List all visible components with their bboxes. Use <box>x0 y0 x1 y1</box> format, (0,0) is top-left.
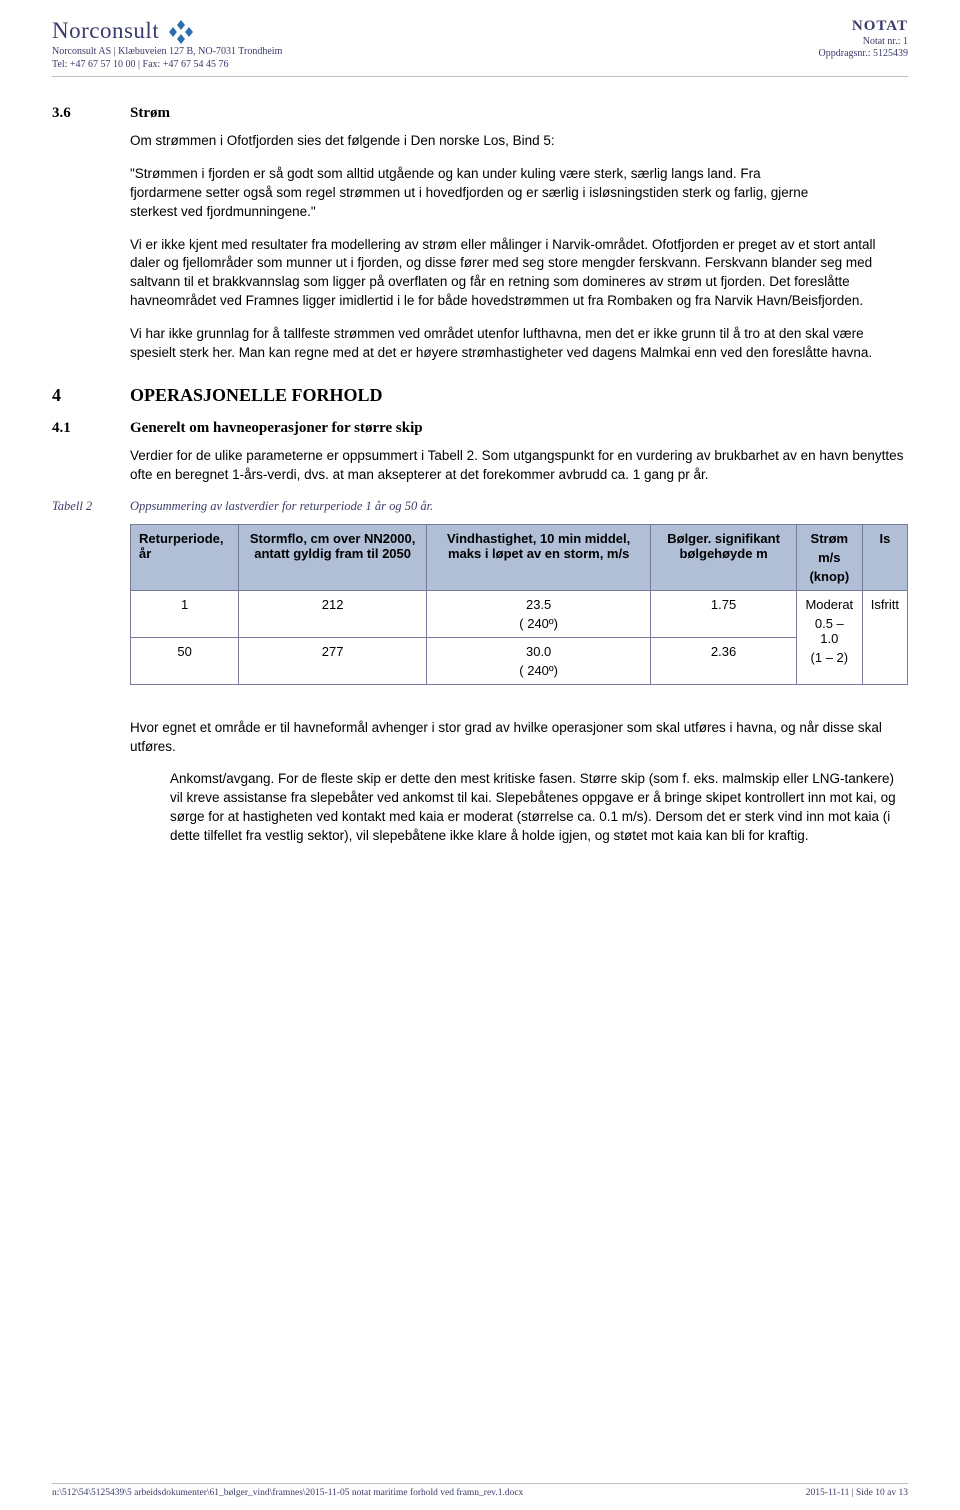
paragraph: Om strømmen i Ofotfjorden sies det følge… <box>130 132 908 151</box>
cell: Moderat 0.5 – 1.0 (1 – 2) <box>796 590 862 684</box>
company-address: Norconsult AS | Klæbuveien 127 B, NO-703… <box>52 46 282 57</box>
logo-icon <box>165 18 197 44</box>
cell-sub: ( 240º) <box>435 616 642 631</box>
table-caption: Tabell 2 Oppsummering av lastverdier for… <box>52 499 908 514</box>
paragraph: Vi har ikke grunnlag for å tallfeste str… <box>130 325 908 363</box>
notat-title: NOTAT <box>819 18 908 35</box>
cell-value: Moderat <box>805 597 853 612</box>
cell: 50 <box>131 637 239 684</box>
logo-row: Norconsult <box>52 18 282 44</box>
cell: 2.36 <box>651 637 797 684</box>
cell-sub: 0.5 – 1.0 <box>805 616 854 646</box>
section-title: Strøm <box>130 105 170 122</box>
col-header: Bølger. signifikant bølgehøyde m <box>651 524 797 590</box>
table-label: Tabell 2 <box>52 499 130 514</box>
table-caption-text: Oppsummering av lastverdier for returper… <box>130 499 433 514</box>
col-header: Stormflo, cm over NN2000, antatt gyldig … <box>239 524 427 590</box>
cell-sub: (1 – 2) <box>805 650 854 665</box>
section-number: 4.1 <box>52 420 130 437</box>
col-header: Is <box>862 524 907 590</box>
cell: 212 <box>239 590 427 637</box>
company-tel: Tel: +47 67 57 10 00 | Fax: +47 67 54 45… <box>52 59 282 70</box>
footer-path: n:\512\54\5125439\5 arbeidsdokumenter\61… <box>52 1488 523 1498</box>
col-header-sub: (knop) <box>805 569 854 584</box>
col-header-main: Strøm <box>811 531 849 546</box>
document-footer: n:\512\54\5125439\5 arbeidsdokumenter\61… <box>52 1483 908 1498</box>
table-row: 50 277 30.0 ( 240º) 2.36 <box>131 637 908 684</box>
cell: Isfritt <box>862 590 907 684</box>
cell: 1.75 <box>651 590 797 637</box>
table-header-row: Returperiode, år Stormflo, cm over NN200… <box>131 524 908 590</box>
section-title: Generelt om havneoperasjoner for større … <box>130 420 423 437</box>
col-header-sub: m/s <box>805 550 854 565</box>
col-header: Returperiode, år <box>131 524 239 590</box>
cell-value: 30.0 <box>526 644 551 659</box>
paragraph: Hvor egnet et område er til havneformål … <box>130 719 908 757</box>
section-number: 3.6 <box>52 105 130 122</box>
paragraph: Verdier for de ulike parameterne er opps… <box>130 447 908 485</box>
header-left: Norconsult Norconsult AS | Klæbuveien 12… <box>52 18 282 70</box>
logo-text: Norconsult <box>52 18 159 44</box>
paragraph-quote: "Strømmen i fjorden er så godt som allti… <box>130 165 830 222</box>
section-title: OPERASJONELLE FORHOLD <box>130 385 383 406</box>
cell: 23.5 ( 240º) <box>427 590 651 637</box>
col-header: Strøm m/s (knop) <box>796 524 862 590</box>
section-4-1-heading: 4.1 Generelt om havneoperasjoner for stø… <box>52 420 908 437</box>
document-header: Norconsult Norconsult AS | Klæbuveien 12… <box>52 18 908 77</box>
cell: 277 <box>239 637 427 684</box>
content: 3.6 Strøm Om strømmen i Ofotfjorden sies… <box>52 105 908 846</box>
col-header: Vindhastighet, 10 min middel, maks i løp… <box>427 524 651 590</box>
cell-sub: ( 240º) <box>435 663 642 678</box>
bullet-item: Ankomst/avgang. For de fleste skip er de… <box>170 770 908 846</box>
table-row: 1 212 23.5 ( 240º) 1.75 Moderat 0.5 – 1.… <box>131 590 908 637</box>
cell: 1 <box>131 590 239 637</box>
section-3-6-heading: 3.6 Strøm <box>52 105 908 122</box>
oppdrag-nr: Oppdragsnr.: 5125439 <box>819 48 908 59</box>
cell: 30.0 ( 240º) <box>427 637 651 684</box>
notat-nr: Notat nr.: 1 <box>819 36 908 47</box>
section-number: 4 <box>52 385 130 406</box>
header-right: NOTAT Notat nr.: 1 Oppdragsnr.: 5125439 <box>819 18 908 59</box>
paragraph: Vi er ikke kjent med resultater fra mode… <box>130 236 908 312</box>
data-table: Returperiode, år Stormflo, cm over NN200… <box>130 524 908 685</box>
cell-value: 23.5 <box>526 597 551 612</box>
footer-page: 2015-11-11 | Side 10 av 13 <box>806 1488 908 1498</box>
section-4-heading: 4 OPERASJONELLE FORHOLD <box>52 385 908 406</box>
